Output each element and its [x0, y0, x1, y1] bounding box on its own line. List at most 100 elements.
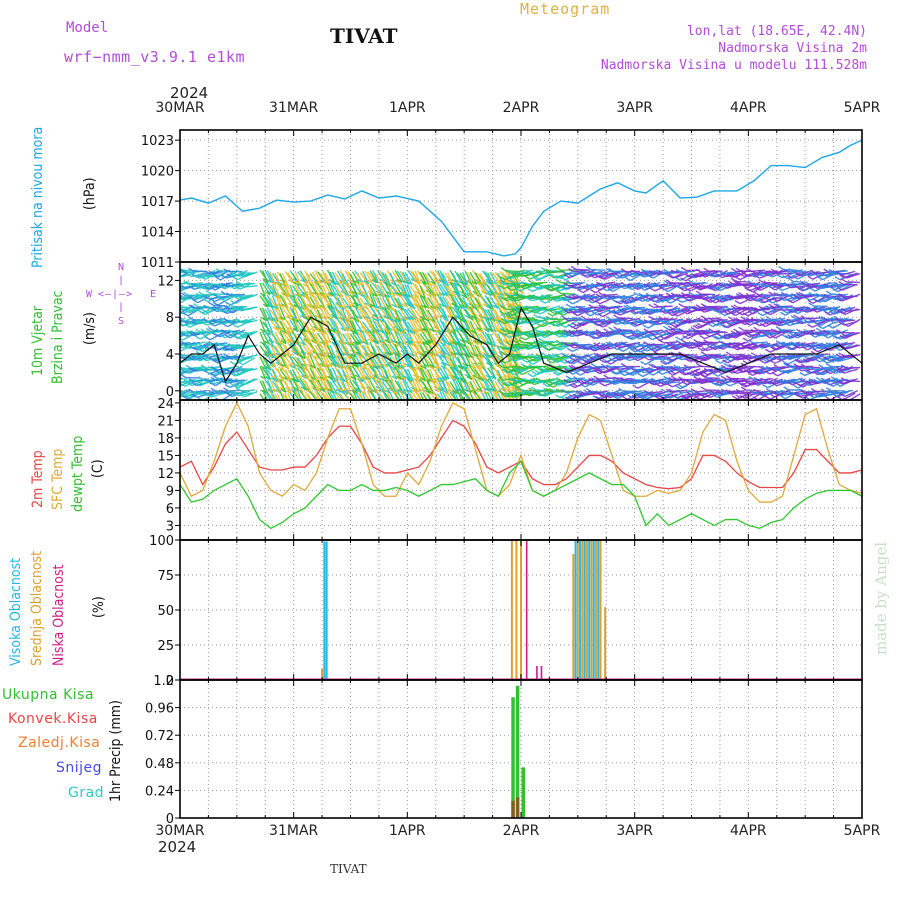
wind-barb-flag — [505, 314, 512, 319]
wind-barb — [269, 272, 277, 286]
wind-barb-flag — [554, 333, 561, 338]
wind-barb-flag — [542, 382, 549, 388]
wind-barb-flag — [425, 293, 432, 298]
wind-barb-flag — [626, 285, 633, 290]
wind-barb-flag — [695, 324, 701, 329]
wind-barb — [180, 317, 186, 322]
wind-barb-flag — [273, 378, 279, 383]
wind-barb-flag — [597, 275, 604, 280]
wind-barb-flag — [210, 376, 217, 381]
wind-barb — [306, 330, 316, 343]
wind-barb — [409, 344, 418, 358]
wind-barb-flag — [499, 276, 506, 281]
wind-barb — [331, 380, 342, 393]
wind-barb — [451, 331, 461, 345]
wind-barb — [301, 344, 312, 357]
wind-barb-flag — [623, 380, 630, 385]
wind-barb-flag — [663, 268, 670, 273]
wind-barb-flag — [465, 363, 472, 368]
wind-barb — [274, 272, 282, 287]
wind-barb-flag — [276, 327, 283, 332]
wind-barb — [472, 357, 482, 370]
wind-barb-flag — [618, 387, 624, 393]
wind-barb-flag — [430, 353, 437, 358]
wind-barb-flag — [650, 308, 657, 313]
wind-barb-flag — [544, 296, 550, 301]
wind-barb-flag — [440, 377, 446, 382]
wind-barb-flag — [180, 352, 184, 357]
wind-barb-flag — [561, 285, 568, 290]
wind-barb-flag — [627, 273, 634, 278]
wind-barb — [474, 368, 484, 382]
wind-barb — [376, 345, 387, 358]
wind-barb-flag — [327, 375, 334, 380]
wind-barb-flag — [531, 345, 538, 350]
wind-barb-flag — [345, 377, 352, 382]
wind-barb — [647, 320, 661, 329]
wind-barb-flag — [259, 328, 266, 333]
wind-barb — [447, 285, 457, 298]
wind-barb-flag — [391, 375, 398, 380]
wind-barb-flag — [504, 387, 511, 392]
wind-barb-flag — [513, 320, 520, 325]
wind-barb-flag — [651, 321, 657, 326]
wind-barb-flag — [476, 340, 483, 345]
wind-barb-flag — [530, 306, 537, 311]
wind-barb — [514, 368, 528, 376]
wind-barb — [469, 392, 475, 400]
wind-barb — [481, 307, 490, 321]
wind-barb-flag — [514, 367, 520, 372]
wind-barb — [243, 344, 258, 350]
wind-barb-flag — [481, 282, 488, 287]
wind-barb-flag — [612, 274, 619, 279]
wind-barb — [496, 345, 504, 359]
wind-barb-flag — [180, 311, 183, 315]
top-date-5: 4APR — [730, 100, 767, 116]
wind-barb — [479, 294, 489, 308]
wind-barb-flag — [663, 325, 670, 331]
wind-barb — [476, 345, 485, 359]
wind-barb-flag — [188, 388, 194, 393]
wind-barb-flag — [667, 383, 673, 388]
wind-barb-flag — [613, 376, 620, 381]
wind-barb — [321, 341, 330, 356]
wind-barb-flag — [703, 317, 710, 323]
wind-barb — [471, 390, 479, 400]
bottom-date-2: 1APR — [389, 823, 426, 839]
wind-barb — [311, 294, 319, 308]
wind-barb-flag — [161, 366, 166, 369]
wind-barb-flag — [620, 362, 627, 368]
wind-barb — [384, 281, 393, 296]
wind-barb-flag — [454, 293, 461, 298]
wind-barb-flag — [204, 336, 211, 341]
wind-barb — [359, 380, 367, 395]
wind-barb-flag — [620, 300, 626, 305]
wind-barb — [578, 353, 593, 359]
wind-barb-flag — [193, 303, 199, 308]
wind-compass-icon: N W <—|—> E | | S — [86, 262, 157, 327]
wind-barb-flag — [498, 345, 505, 350]
wind-barb — [476, 367, 486, 380]
wind-barb — [294, 333, 302, 347]
wind-barb — [484, 369, 494, 382]
wind-barb — [279, 306, 287, 321]
wind-barb-flag — [361, 403, 366, 406]
wind-barb-flag — [595, 293, 602, 298]
wind-barb-flag — [352, 341, 359, 346]
wind-barb-flag — [534, 275, 540, 280]
wind-barb — [351, 285, 359, 299]
wind-barb-flag — [200, 364, 207, 369]
wind-barb — [647, 281, 661, 290]
wind-barb — [511, 269, 526, 275]
wind-barb-flag — [698, 308, 705, 313]
wind-barb-flag — [199, 310, 206, 316]
wind-barb-flag — [181, 284, 187, 290]
wind-barb-flag — [528, 294, 535, 299]
wind-barb-flag — [575, 390, 582, 396]
wind-barb — [316, 379, 326, 393]
wind-barb-flag — [574, 286, 581, 291]
wind-barb-flag — [467, 293, 474, 298]
wind-barb-flag — [525, 389, 532, 394]
wind-barb-flag — [407, 329, 414, 335]
wind-barb — [414, 330, 423, 344]
